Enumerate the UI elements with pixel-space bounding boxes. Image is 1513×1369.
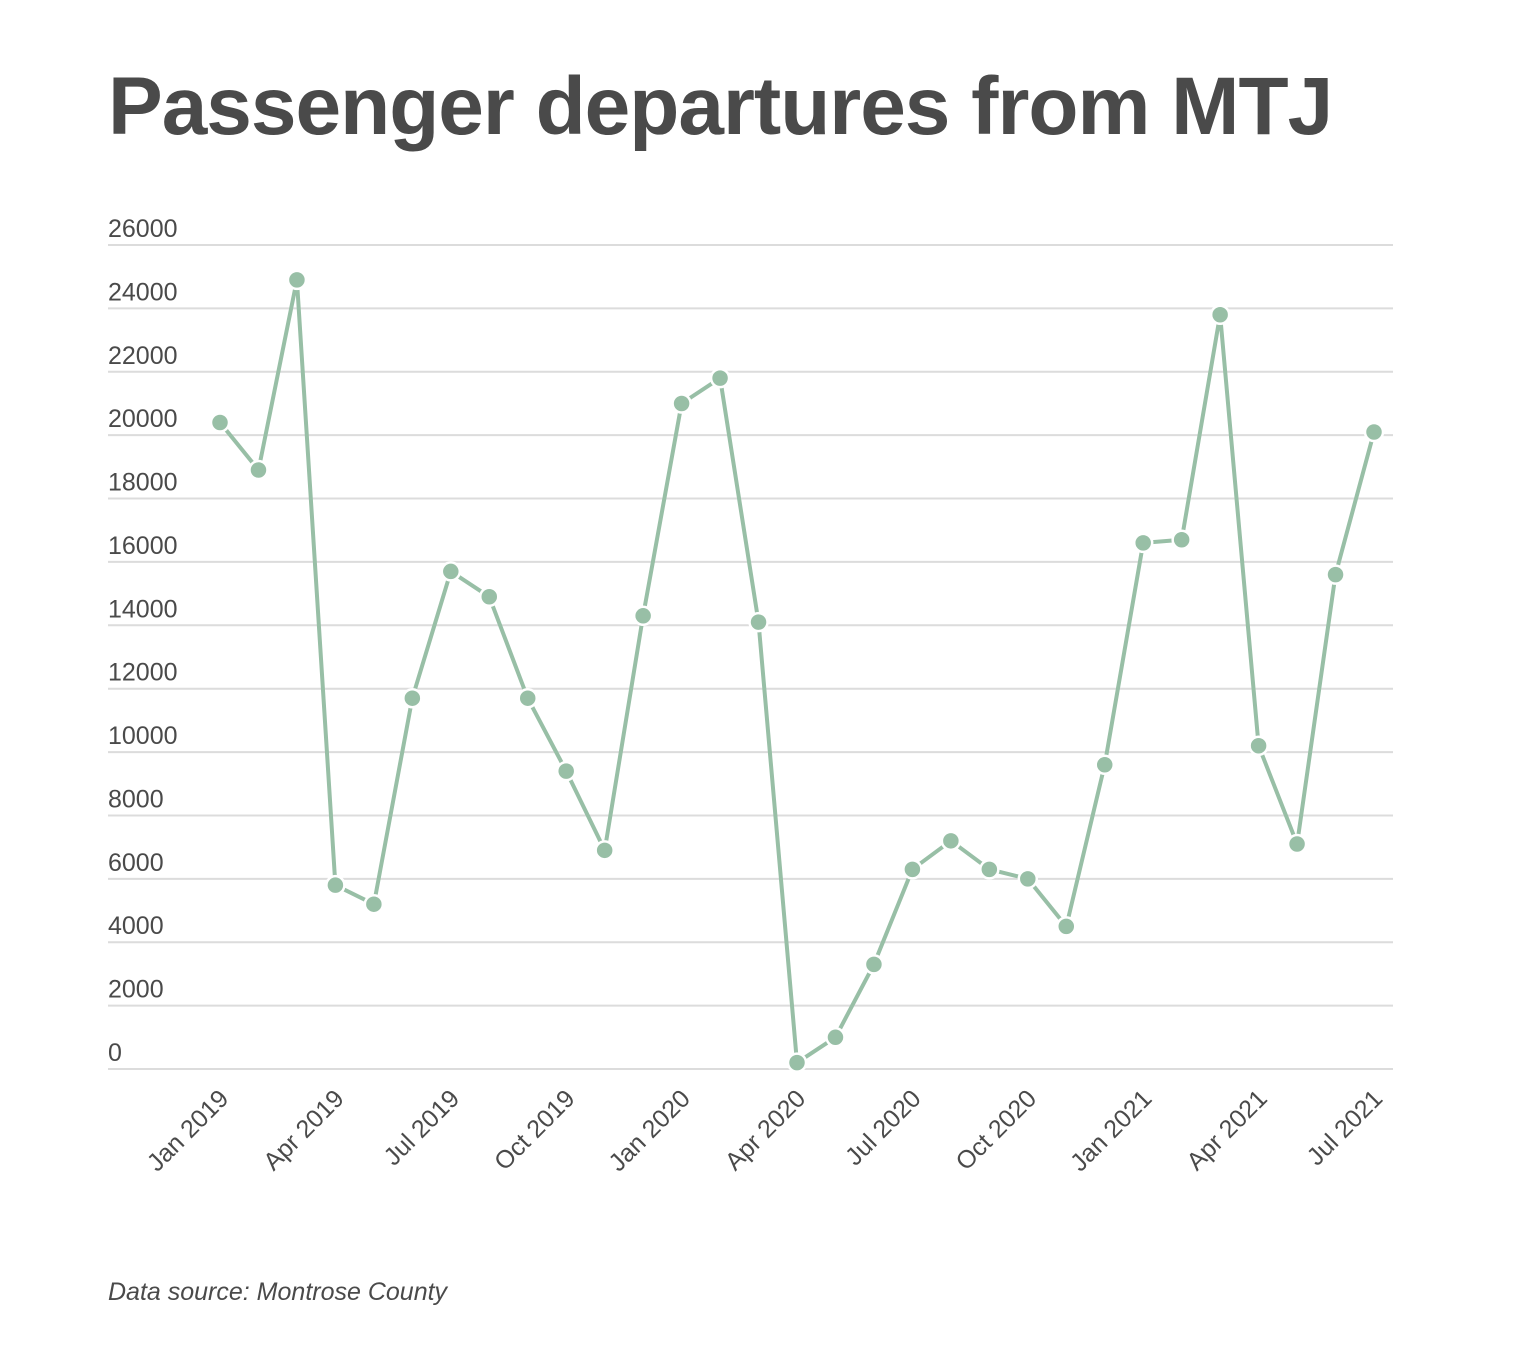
data-point (671, 393, 692, 414)
y-tick-label: 24000 (108, 278, 178, 306)
data-point (1248, 735, 1269, 756)
data-point (940, 830, 962, 852)
data-point (1017, 868, 1039, 890)
y-tick-label: 8000 (108, 785, 164, 813)
x-tick-label: Jul 2020 (840, 1084, 927, 1171)
x-tick-label: Apr 2019 (258, 1084, 350, 1176)
series-layer (209, 269, 1385, 1073)
data-point (1094, 754, 1115, 776)
data-point (1325, 564, 1346, 585)
x-tick-label: Apr 2021 (1181, 1084, 1273, 1176)
x-tick-label: Jan 2020 (603, 1084, 696, 1177)
gridlines (108, 244, 1393, 1070)
data-point (1171, 529, 1192, 550)
y-tick-label: 4000 (108, 912, 164, 940)
data-point (1286, 833, 1308, 855)
x-axis-ticks: Jan 2019 Apr 2019 Jul 2019 Oct 2019 Jan 2020… (142, 1084, 1389, 1177)
data-point (1056, 916, 1077, 937)
y-tick-label: 26000 (108, 215, 178, 243)
data-source-note: Data source: Montrose County (108, 1278, 448, 1306)
data-point (286, 269, 308, 291)
data-point (786, 1052, 808, 1073)
y-tick-label: 22000 (108, 342, 178, 370)
data-point (748, 611, 769, 633)
y-tick-label: 12000 (108, 659, 178, 687)
data-point (632, 605, 654, 627)
data-point (440, 561, 462, 582)
chart-title: Passenger departures from MTJ (108, 61, 1333, 152)
data-point (517, 687, 538, 709)
x-tick-label: Jul 2021 (1302, 1084, 1389, 1171)
series-line (218, 277, 1376, 1065)
x-tick-label: Jan 2021 (1065, 1084, 1158, 1177)
x-tick-label: Oct 2020 (951, 1084, 1043, 1176)
data-point (555, 760, 577, 782)
data-point (248, 459, 269, 481)
data-point (863, 954, 885, 975)
data-point (1209, 304, 1231, 325)
y-tick-label: 14000 (108, 595, 178, 623)
x-tick-label: Apr 2020 (720, 1084, 812, 1176)
y-tick-label: 10000 (108, 722, 178, 750)
data-point (709, 367, 731, 389)
data-point (1363, 421, 1385, 443)
data-point (479, 586, 500, 608)
x-tick-label: Jul 2019 (378, 1084, 465, 1171)
data-point (209, 412, 231, 433)
data-point (363, 893, 385, 915)
data-point (402, 687, 423, 709)
x-tick-label: Jan 2019 (142, 1084, 235, 1177)
data-point (902, 859, 923, 880)
x-tick-label: Oct 2019 (489, 1084, 581, 1176)
data-point (594, 840, 615, 861)
data-point (979, 859, 1000, 880)
y-tick-label: 18000 (108, 469, 178, 497)
y-tick-label: 20000 (108, 405, 178, 433)
y-tick-label: 0 (108, 1039, 122, 1067)
y-tick-label: 2000 (108, 976, 164, 1004)
data-point (325, 874, 346, 896)
y-tick-label: 6000 (108, 849, 164, 877)
data-point (1132, 532, 1154, 554)
y-axis-ticks: 0 2000 4000 6000 8000 10000 12000 14000 16000 180… (108, 215, 178, 1067)
data-point (825, 1027, 846, 1048)
y-tick-label: 16000 (108, 532, 178, 560)
